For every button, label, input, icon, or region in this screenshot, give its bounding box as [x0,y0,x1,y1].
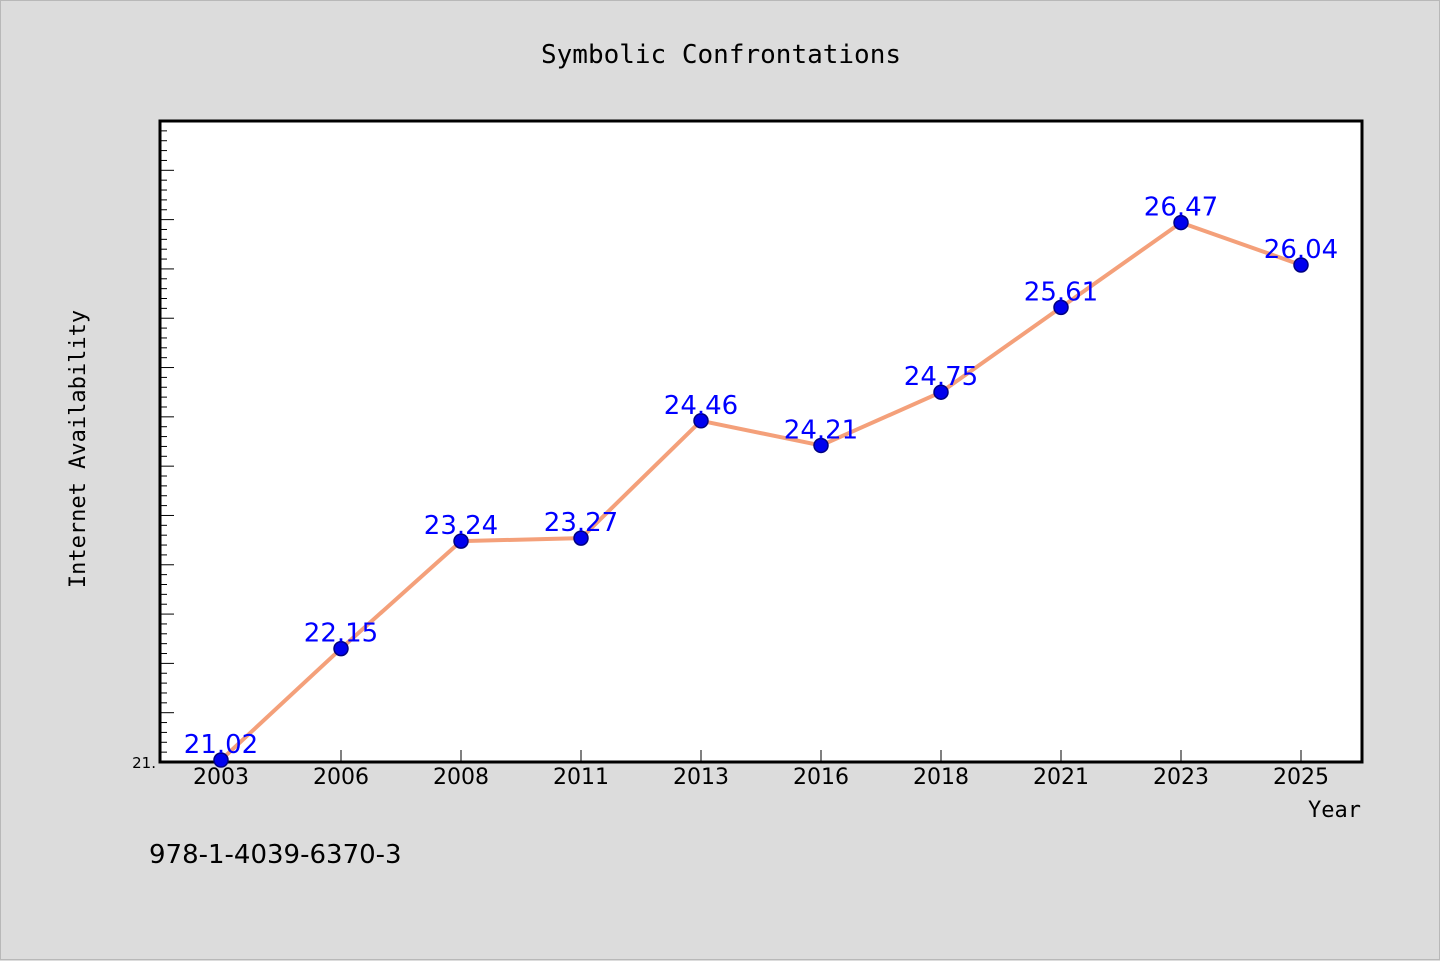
x-tick-label: 2025 [1273,765,1329,790]
data-label: 25.61 [1024,277,1098,307]
y-tick-label: 21. [132,754,156,772]
isbn-code: 978-1-4039-6370-3 [149,840,402,870]
x-tick-label: 2023 [1153,765,1209,790]
plot-area [158,119,1364,764]
x-tick-label: 2016 [793,765,849,790]
data-point [813,437,829,454]
data-label: 21.02 [184,730,258,760]
data-point [453,533,469,549]
y-axis-label: Internet Availability [66,310,91,588]
x-axis-label: Year [1308,798,1361,823]
x-tick-label: 2013 [673,765,729,790]
data-point [333,640,349,657]
data-label: 26.47 [1144,193,1218,223]
x-tick-label: 2021 [1033,765,1089,790]
data-point [1053,299,1069,316]
data-point [1173,214,1189,231]
data-label: 22.15 [304,619,378,649]
x-tick-label: 2018 [913,765,969,790]
data-label: 24.46 [664,391,738,421]
x-axis-ticks: 2003 2006 2008 2011 2013 2016 2018 2021 2023 2025 [193,750,1329,790]
x-tick-label: 2006 [313,765,369,790]
data-labels: 21.02 22.15 23.24 23.27 24.46 24.21 24.75 25.61… [184,193,1338,760]
data-label: 23.27 [544,508,618,538]
data-markers [213,214,1309,768]
y-axis-ticks [160,130,174,763]
x-tick-label: 2003 [193,765,249,790]
data-point [1293,257,1309,273]
data-label: 23.24 [424,511,498,541]
data-point [933,384,949,400]
data-label: 26.04 [1264,235,1338,265]
data-label: 24.75 [904,362,978,392]
series-line [219,220,1302,762]
data-point [213,752,229,768]
data-point [573,530,589,546]
data-label: 24.21 [784,415,858,445]
x-tick-label: 2011 [553,765,609,790]
chart-title: Symbolic Confrontations [541,40,901,70]
data-point [693,413,709,429]
x-tick-label: 2008 [433,765,489,790]
